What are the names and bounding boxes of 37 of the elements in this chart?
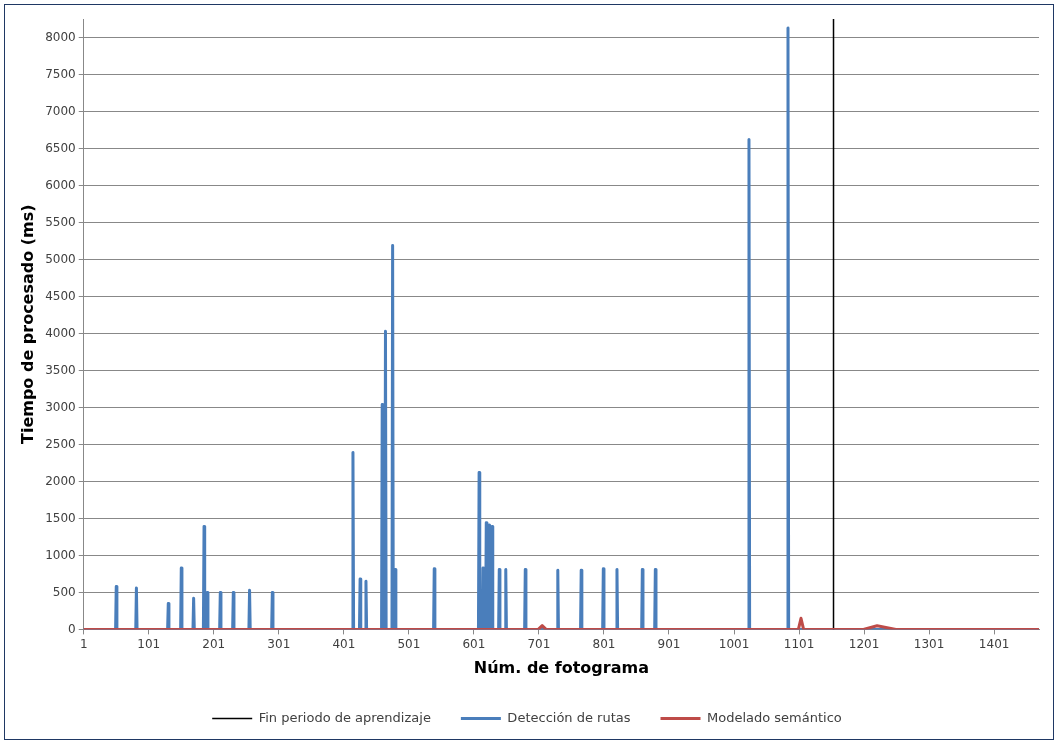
y-tick-label: 7500 [45,66,76,81]
y-tick-label: 2500 [45,436,76,451]
y-tick-label: 7000 [45,103,76,118]
x-tick-label: 1201 [848,636,880,651]
x-tick-label: 501 [397,636,421,651]
x-tick-label: 901 [657,636,681,651]
y-tick-label: 500 [52,584,76,599]
x-tick-label: 1101 [783,636,815,651]
y-tick-label: 2000 [45,473,76,488]
x-tick-label: 1401 [978,636,1010,651]
x-tick-label: 101 [137,636,161,651]
x-tick-label: 201 [202,636,226,651]
x-tick-label: 301 [267,636,291,651]
legend-label: Modelado semántico [707,709,842,725]
y-tick-label: 5000 [45,251,76,266]
legend-label: Detección de rutas [507,709,631,725]
x-tick-label: 1301 [913,636,945,651]
y-tick-label: 3000 [45,399,76,414]
y-tick-label: 8000 [45,29,76,44]
y-axis-title: Tiempo de procesado (ms) [17,204,37,445]
y-tick-label: 4000 [45,325,76,340]
y-tick-label: 5500 [45,214,76,229]
y-tick-label: 1000 [45,547,76,562]
x-tick-label: 1001 [718,636,750,651]
x-tick-label: 601 [462,636,486,651]
y-tick-label: 1500 [45,510,76,525]
x-axis-title: Núm. de fotograma [473,657,649,677]
y-tick-label: 4500 [45,288,76,303]
y-tick-label: 6000 [45,177,76,192]
y-tick-label: 6500 [45,140,76,155]
legend-label: Fin periodo de aprendizaje [258,709,431,725]
x-tick-label: 801 [592,636,616,651]
y-tick-label: 0 [68,621,76,636]
x-tick-label: 401 [332,636,356,651]
x-tick-label: 1 [79,636,88,651]
x-tick-label: 701 [527,636,551,651]
y-tick-label: 3500 [45,362,76,377]
